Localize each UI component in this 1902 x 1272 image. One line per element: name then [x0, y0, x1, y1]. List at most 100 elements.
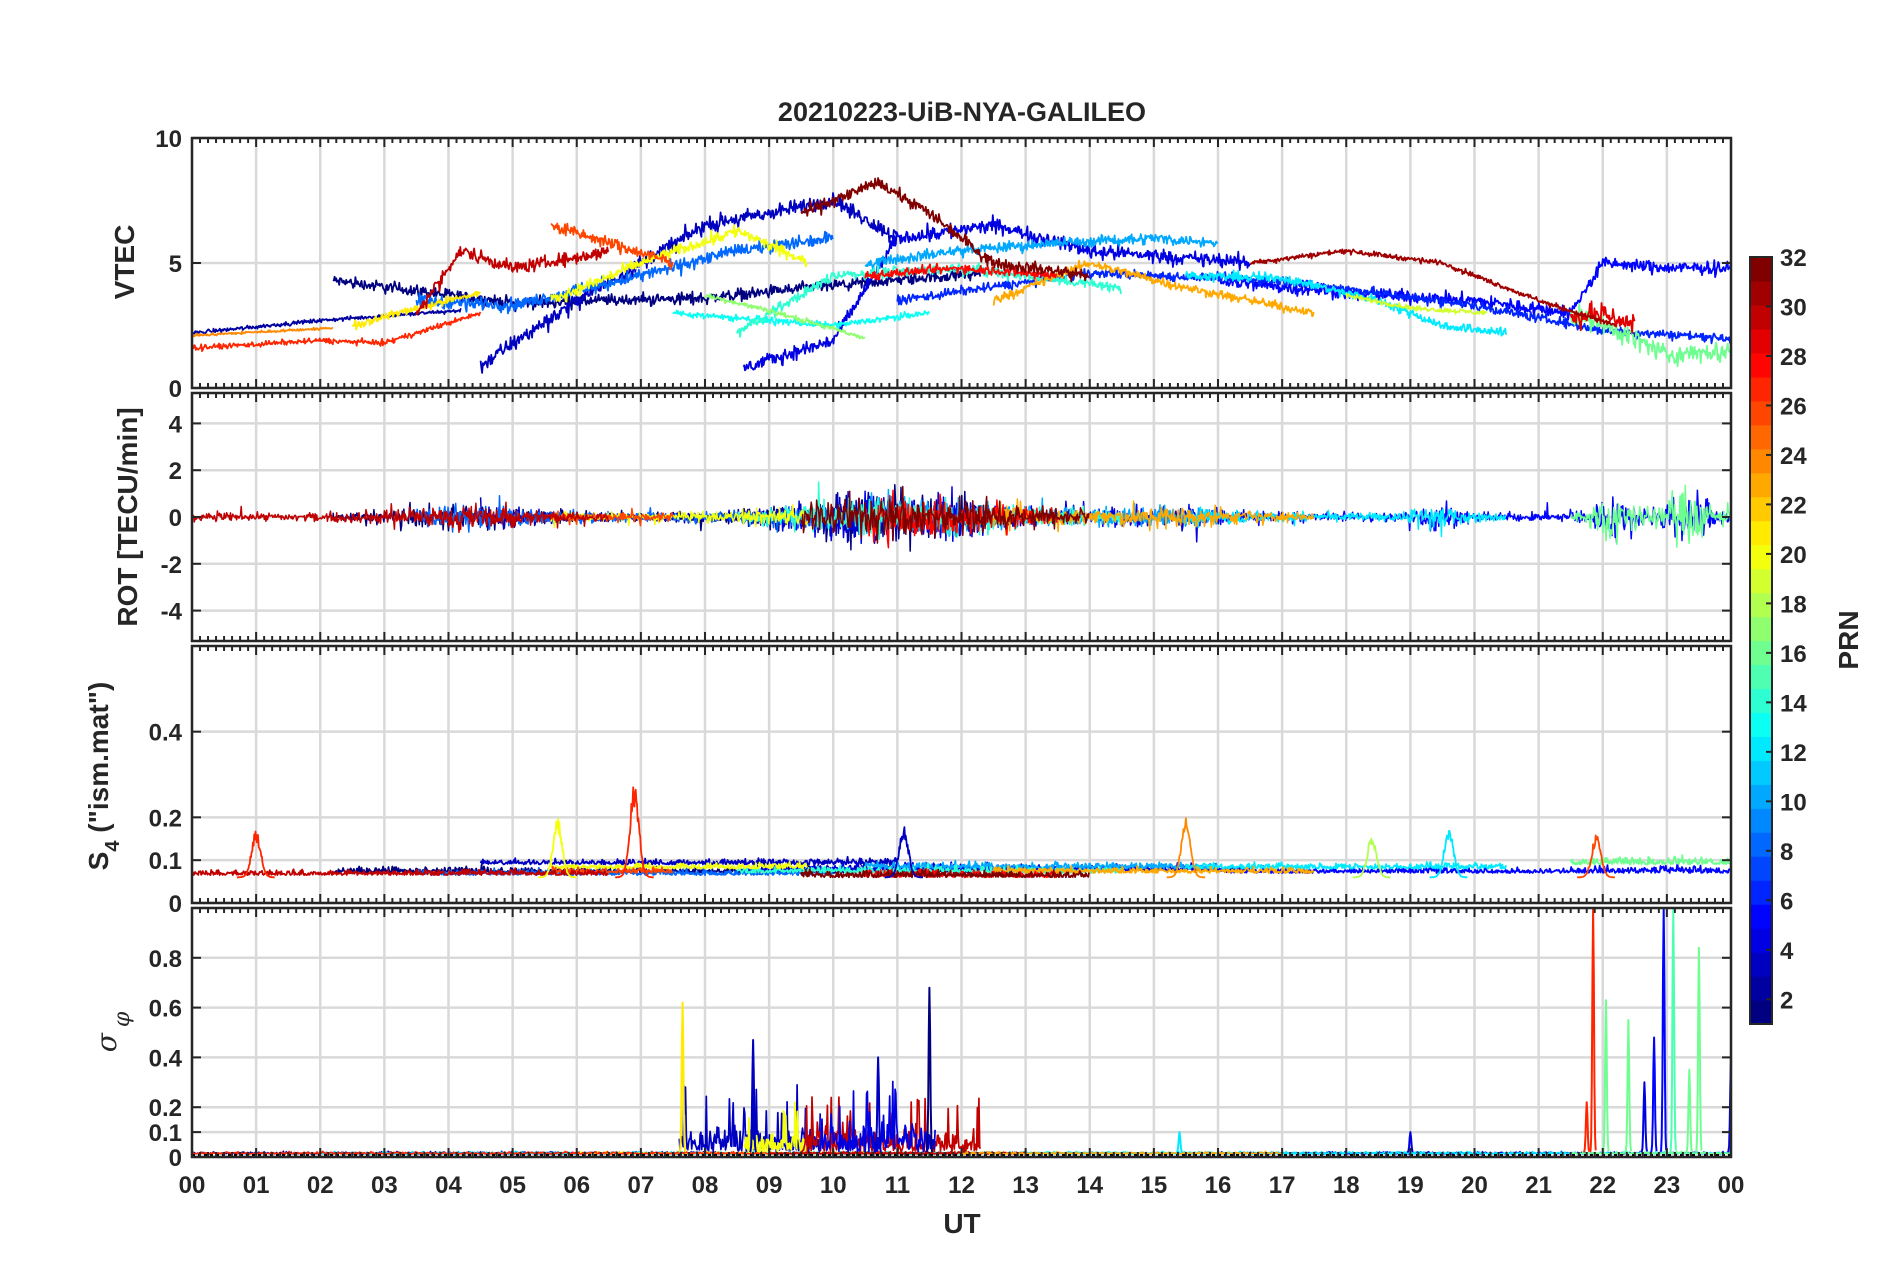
colorbar-segment	[1750, 472, 1772, 498]
colorbar-tick-label: 30	[1780, 294, 1807, 321]
series-prn-31	[1249, 248, 1616, 327]
peak-prn-26	[1576, 834, 1616, 879]
series-prn-16	[1570, 484, 1731, 548]
colorbar-segment	[1750, 280, 1772, 306]
y-tick-label: 0	[169, 891, 182, 918]
colorbar-segment	[1750, 376, 1772, 402]
colorbar-segment	[1750, 976, 1772, 1001]
panel-rot: ROT [TECU/min] -4 -2 0 2 4	[112, 391, 1733, 643]
series-prn-2	[192, 308, 462, 335]
colorbar-segment	[1750, 640, 1772, 666]
spike-prn-5	[1650, 1036, 1658, 1153]
series-prn-17	[704, 293, 866, 340]
series-group-s4	[192, 786, 1731, 879]
series-prn-16	[1569, 302, 1731, 368]
colorbar-segment	[1750, 352, 1772, 378]
series-prn-10	[864, 233, 1219, 271]
y-axis-label-vtec: VTEC	[109, 225, 140, 300]
series-prn-20	[550, 860, 808, 870]
panel-s4: S4 ("ism.mat") 0 0.1 0.2 0.4	[83, 644, 1733, 918]
colorbar-tick-label: 6	[1780, 888, 1793, 915]
colorbar-segment	[1750, 424, 1772, 450]
spike-prn-3	[874, 1056, 883, 1153]
colorbar-tick-label: 10	[1780, 789, 1807, 816]
colorbar-tick-label: 26	[1780, 393, 1807, 420]
colorbar-tick-label: 32	[1780, 245, 1807, 272]
colorbar-tick-label: 28	[1780, 344, 1807, 371]
colorbar-segment	[1750, 928, 1772, 953]
colorbar-segment	[1750, 592, 1772, 618]
x-tick-label: 05	[499, 1172, 526, 1199]
series-prn-24	[192, 326, 334, 338]
series-prn-16	[1569, 854, 1731, 866]
x-tick-label: 13	[1012, 1172, 1039, 1199]
x-tick-label: 08	[692, 1172, 719, 1199]
x-tick-label: 11	[885, 1172, 910, 1199]
y-tick-label: 0.4	[149, 720, 183, 747]
series-prn-13	[672, 309, 930, 331]
colorbar-label: PRN	[1833, 610, 1864, 669]
colorbar-segment	[1750, 520, 1772, 546]
colorbar-segment	[1750, 568, 1772, 594]
series-prn-23	[992, 864, 1315, 874]
series-prn-6	[896, 268, 1731, 345]
panel-sigma: σφ 00.10.2 0.4 0.6 0.8	[90, 906, 1733, 1172]
y-axis-label-sigma: σφ	[90, 1011, 135, 1052]
peak-prn-20	[538, 817, 577, 879]
series-prn-28	[864, 262, 1058, 281]
y-tick-label: 0.2	[149, 805, 182, 832]
series-prn-30	[192, 867, 609, 877]
colorbar-segment	[1750, 904, 1772, 929]
x-tick-label: 23	[1654, 1172, 1681, 1199]
y-axis-label-rot: ROT [TECU/min]	[112, 407, 143, 626]
colorbar-tick-label: 2	[1780, 987, 1793, 1014]
colorbar-segment	[1750, 328, 1772, 354]
colorbar-tick-label: 16	[1780, 641, 1807, 668]
colorbar-tick-label: 24	[1780, 443, 1807, 470]
y-tick-label: 0	[169, 376, 182, 403]
colorbar-segment	[1750, 688, 1772, 714]
colorbar-segment	[1750, 496, 1772, 522]
y-tick-label: 5	[169, 251, 182, 278]
series-prn-32	[800, 868, 1090, 879]
spike-prn-1	[925, 986, 934, 1153]
x-tick-label: 00	[179, 1172, 206, 1199]
colorbar-tick-label: 22	[1780, 492, 1807, 519]
series-prn-26	[550, 222, 674, 271]
colorbar-segment	[1750, 832, 1772, 857]
y-tick-label: 10	[155, 126, 182, 153]
colorbar-segment	[1750, 304, 1772, 330]
x-tick-label: 19	[1397, 1172, 1424, 1199]
colorbar-segment	[1750, 808, 1772, 833]
peak-prn-3	[884, 826, 924, 879]
x-tick-label: 00	[1718, 1172, 1745, 1199]
colorbar-segment	[1750, 736, 1772, 761]
spike-prn-16	[1601, 999, 1610, 1153]
x-tick-label: 02	[307, 1172, 334, 1199]
panel-vtec: VTEC 0 5 10	[109, 126, 1733, 403]
series-group-vtec	[192, 177, 1731, 374]
y-tick-label: 0.6	[149, 996, 182, 1023]
x-tick-label: 22	[1589, 1172, 1616, 1199]
x-tick-labels: 00 01 02 03 04 05 06 07 08 09 10 11 12 13 14 15 16 17 18 19…	[179, 1172, 1745, 1199]
series-prn-12	[1185, 861, 1507, 870]
spike-prn-12	[1176, 1131, 1184, 1153]
series-prn-29	[1569, 300, 1636, 334]
series-prn-21	[351, 291, 481, 331]
peak-prn-27	[236, 830, 275, 879]
colorbar-segment	[1750, 880, 1772, 905]
x-tick-label: 01	[243, 1172, 270, 1199]
x-tick-label: 06	[563, 1172, 590, 1199]
colorbar-tick-label: 8	[1780, 839, 1793, 866]
y-tick-label: 0.1	[149, 1120, 182, 1147]
spike-prn-15	[1669, 908, 1677, 1153]
colorbar-segment	[1750, 952, 1772, 977]
colorbar-segment	[1750, 400, 1772, 426]
spike-prn-3	[749, 1039, 758, 1153]
x-tick-label: 20	[1461, 1172, 1488, 1199]
series-prn-30	[192, 501, 610, 534]
colorbar-segment	[1750, 616, 1772, 642]
x-tick-label: 03	[371, 1172, 398, 1199]
